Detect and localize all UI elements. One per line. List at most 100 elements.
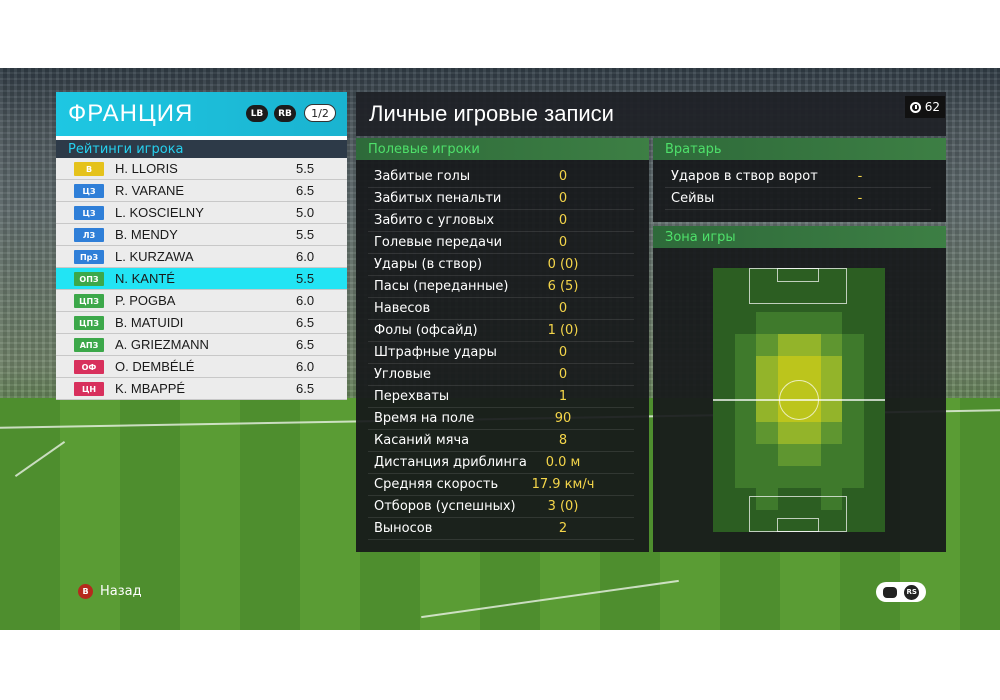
heatmap-cell <box>863 356 885 379</box>
heatmap-cell <box>820 488 843 511</box>
heatmap-cell <box>863 466 885 489</box>
heatmap-cell <box>820 400 843 423</box>
stat-value: 3 (0) <box>547 499 579 514</box>
heatmap-cell <box>777 466 800 489</box>
player-row[interactable]: ЛЗ B. MENDY 5.5 <box>56 224 347 246</box>
chat-icon <box>882 586 897 598</box>
heatmap-cell <box>713 290 735 313</box>
heatmap-cell <box>734 378 757 401</box>
heatmap-cell <box>799 422 821 445</box>
stat-value: - <box>857 169 863 184</box>
heatmap-cell <box>799 290 821 313</box>
heatmap-cell <box>734 422 757 445</box>
stat-row: Забитые голы 0 <box>368 166 634 188</box>
player-row[interactable]: ОФ O. DEMBÉLÉ 6.0 <box>56 356 347 378</box>
heatmap-cell <box>863 378 885 401</box>
stat-label: Фолы (офсайд) <box>374 323 478 338</box>
stat-label: Удары (в створ) <box>374 257 483 272</box>
heatmap-cell <box>799 488 821 511</box>
heatmap-cell <box>734 466 757 489</box>
heatmap-cell <box>820 268 843 291</box>
heatmap-cell <box>713 334 735 357</box>
position-badge: ПрЗ <box>74 250 104 264</box>
pitch-marking <box>779 380 819 420</box>
stat-row: Касаний мяча 8 <box>368 430 634 452</box>
pitch-marking <box>777 268 819 282</box>
player-rating: 6.5 <box>296 381 315 396</box>
player-row[interactable]: ЦПЗ P. POGBA 6.0 <box>56 290 347 312</box>
heatmap-cell <box>863 400 885 423</box>
heatmap-cell <box>734 510 757 532</box>
stat-label: Забито с угловых <box>374 213 495 228</box>
heatmap-cell <box>842 510 864 532</box>
player-rating: 6.0 <box>296 359 315 374</box>
player-name: B. MATUIDI <box>115 315 184 330</box>
heatmap-cell <box>713 444 735 467</box>
stat-value: 0 <box>558 367 568 382</box>
stat-row: Дистанция дриблинга 0.0 м <box>368 452 634 474</box>
heatmap-cell <box>842 488 864 511</box>
player-rating: 5.5 <box>296 227 315 242</box>
rb-button-icon[interactable]: RB <box>274 105 296 122</box>
heatmap-cell <box>820 378 843 401</box>
player-row[interactable]: В H. LLORIS 5.5 <box>56 158 347 180</box>
player-row[interactable]: ПрЗ L. KURZAWA 6.0 <box>56 246 347 268</box>
timer-value: 62 <box>924 100 941 114</box>
stat-row: Сейвы - <box>665 188 931 210</box>
player-row[interactable]: ОПЗ N. KANTÉ 5.5 <box>56 268 347 290</box>
heatmap-cell <box>842 444 864 467</box>
player-list: В H. LLORIS 5.5 ЦЗ R. VARANE 6.5 ЦЗ L. KOSCIELN… <box>56 158 347 400</box>
player-row[interactable]: АПЗ A. GRIEZMANN 6.5 <box>56 334 347 356</box>
stat-label: Штрафные удары <box>374 345 497 360</box>
player-name: L. KOSCIELNY <box>115 205 204 220</box>
back-hint[interactable]: B Назад <box>78 584 142 599</box>
stat-label: Время на поле <box>374 411 475 426</box>
stat-value: - <box>857 191 863 206</box>
stat-row: Пасы (переданные) 6 (5) <box>368 276 634 298</box>
heatmap-cell <box>842 312 864 335</box>
heatmap-cell <box>863 268 885 291</box>
player-row[interactable]: ЦЗ R. VARANE 6.5 <box>56 180 347 202</box>
player-rating: 6.5 <box>296 337 315 352</box>
stat-label: Голевые передачи <box>374 235 503 250</box>
stat-label: Дистанция дриблинга <box>374 455 527 470</box>
player-row[interactable]: ЦЗ L. KOSCIELNY 5.0 <box>56 202 347 224</box>
player-name: B. MENDY <box>115 227 178 242</box>
match-timer: 62 <box>905 96 945 118</box>
heatmap-cell <box>756 444 778 467</box>
player-rating: 5.5 <box>296 271 315 286</box>
stat-label: Навесов <box>374 301 431 316</box>
play-zone-section: Зона игры <box>653 226 946 552</box>
heatmap-cell <box>777 290 800 313</box>
lb-button-icon[interactable]: LB <box>246 105 268 122</box>
heatmap-cell <box>863 444 885 467</box>
stat-row: Отборов (успешных) 3 (0) <box>368 496 634 518</box>
heatmap-cell <box>777 356 800 379</box>
heatmap-cell <box>863 510 885 532</box>
heatmap-cell <box>713 378 735 401</box>
heatmap-cell <box>734 400 757 423</box>
stat-row: Навесов 0 <box>368 298 634 320</box>
stat-label: Угловые <box>374 367 431 382</box>
heatmap-cell <box>777 488 800 511</box>
stat-row: Голевые передачи 0 <box>368 232 634 254</box>
heatmap-cell <box>820 510 843 532</box>
player-row[interactable]: ЦПЗ B. MATUIDI 6.5 <box>56 312 347 334</box>
stats-title: Личные игровые записи <box>369 101 614 126</box>
heatmap-cell <box>820 466 843 489</box>
heatmap-cell <box>842 400 864 423</box>
position-badge: ЦПЗ <box>74 294 104 308</box>
stat-value: 1 <box>558 389 568 404</box>
field-stats-list: Забитые голы 0 Забитых пенальти 0 Забито с у… <box>356 160 649 540</box>
heatmap-cell <box>820 290 843 313</box>
heatmap-cell <box>777 312 800 335</box>
heatmap-cell <box>713 510 735 532</box>
stat-label: Забитых пенальти <box>374 191 502 206</box>
player-rating: 6.0 <box>296 249 315 264</box>
chat-hint[interactable]: RS <box>876 582 926 602</box>
player-row[interactable]: ЦН K. MBAPPÉ 6.5 <box>56 378 347 400</box>
stat-row: Перехваты 1 <box>368 386 634 408</box>
heatmap-cell <box>777 268 800 291</box>
position-badge: В <box>74 162 104 176</box>
heatmap-cell <box>863 422 885 445</box>
